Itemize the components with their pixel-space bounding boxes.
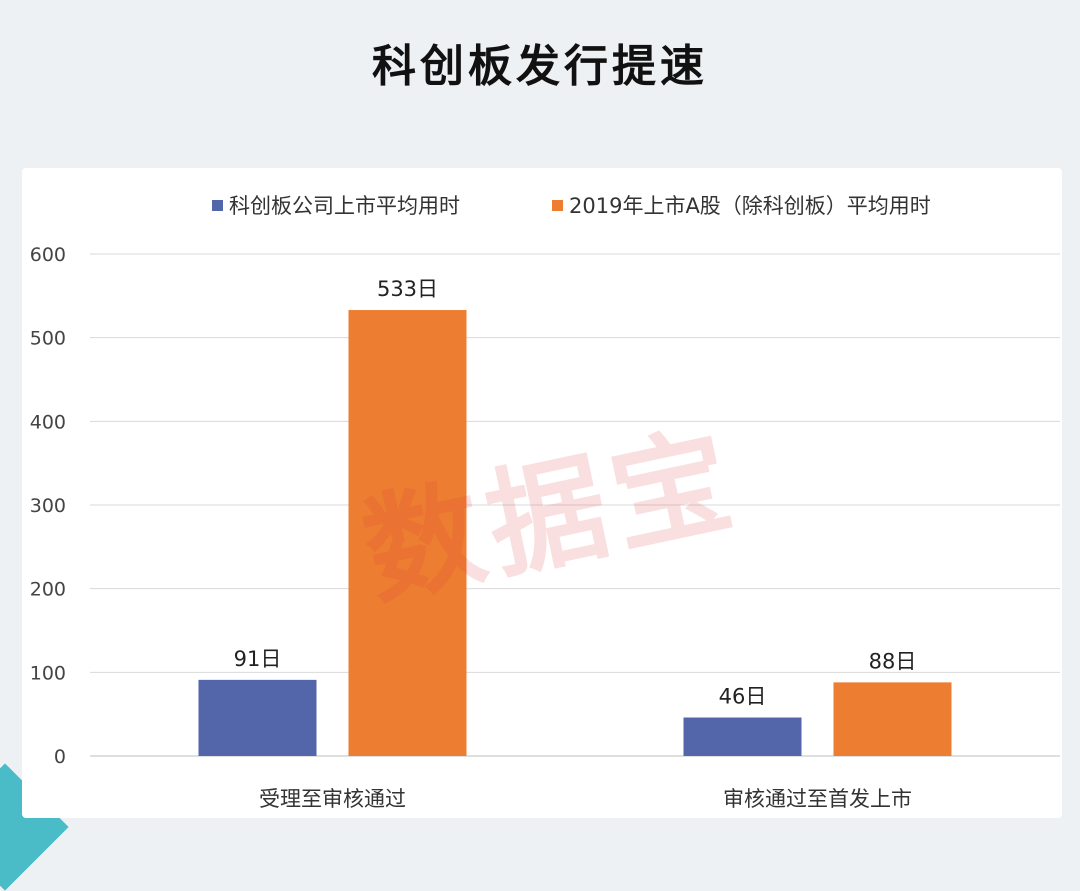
bar-2-1	[348, 310, 467, 756]
legend-item-series2: 2019年上市A股（除科创板）平均用时	[552, 190, 931, 220]
legend-item-series1: 科创板公司上市平均用时	[212, 190, 460, 220]
x-tick-label: 审核通过至首发上市	[723, 787, 912, 811]
legend-label-series2: 2019年上市A股（除科创板）平均用时	[569, 194, 931, 218]
y-tick-label: 100	[30, 662, 66, 684]
y-tick-label: 0	[54, 746, 66, 768]
legend-swatch-series1	[212, 199, 223, 211]
bar-2-2	[833, 682, 952, 756]
data-label: 91日	[234, 647, 282, 671]
y-tick-label: 400	[30, 411, 66, 433]
legend-swatch-series2	[552, 199, 563, 211]
legend: 科创板公司上市平均用时 2019年上市A股（除科创板）平均用时	[0, 190, 1080, 220]
data-label: 88日	[869, 649, 917, 673]
chart-title: 科创板发行提速	[372, 41, 708, 92]
data-label: 46日	[719, 685, 767, 709]
y-tick-label: 200	[30, 579, 66, 601]
y-tick-label: 600	[30, 244, 66, 266]
y-tick-label: 300	[30, 495, 66, 517]
data-label: 533日	[377, 277, 438, 301]
y-tick-label: 500	[30, 328, 66, 350]
x-tick-label: 受理至审核通过	[259, 787, 406, 811]
bar-1-2	[683, 717, 802, 756]
bar-1-1	[198, 679, 317, 756]
legend-label-series1: 科创板公司上市平均用时	[229, 194, 460, 218]
